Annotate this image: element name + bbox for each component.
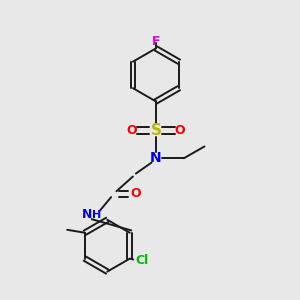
Text: Cl: Cl — [135, 254, 148, 267]
Text: F: F — [152, 34, 160, 48]
Text: O: O — [130, 187, 141, 200]
Text: O: O — [175, 124, 185, 137]
Text: N: N — [150, 151, 162, 165]
Text: O: O — [126, 124, 137, 137]
Text: S: S — [150, 123, 161, 138]
Text: H: H — [92, 210, 101, 220]
Text: N: N — [82, 208, 92, 221]
